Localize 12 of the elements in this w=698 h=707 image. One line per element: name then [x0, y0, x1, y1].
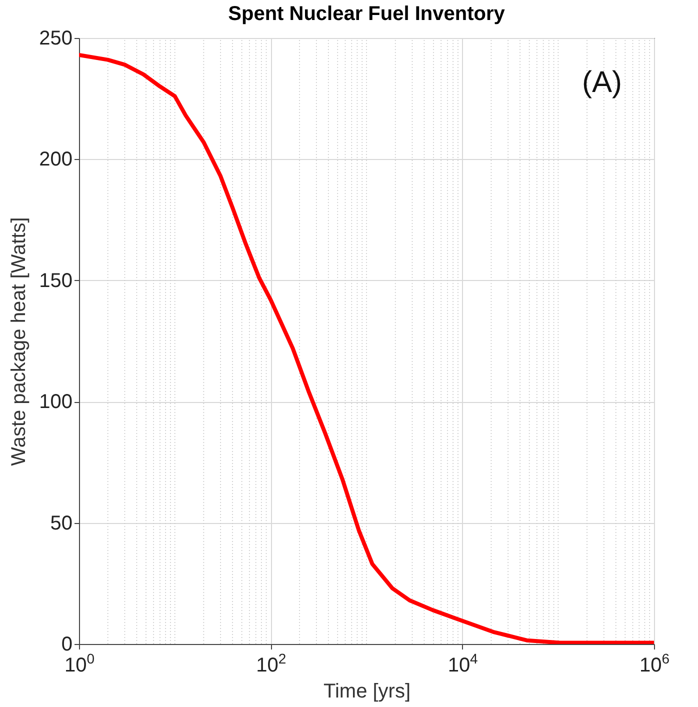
x-axis-title: Time [yrs]	[323, 680, 411, 702]
x-tick-label: 10$^{4}$	[448, 650, 478, 676]
y-tick-label: 250	[39, 28, 72, 50]
x-tick-label: 10$^{2}$	[256, 650, 286, 676]
y-tick-label: 50	[50, 512, 72, 534]
x-tick-label: 10$^{6}$	[639, 650, 670, 676]
y-tick-label: 100	[39, 391, 72, 414]
y-axis-title: Waste package heat [Watts]	[8, 217, 30, 466]
y-tick-label: 150	[39, 270, 72, 292]
annotation: (A)	[582, 66, 622, 99]
y-tick-label: 200	[39, 148, 72, 171]
chart-title: Spent Nuclear Fuel Inventory	[228, 3, 506, 25]
